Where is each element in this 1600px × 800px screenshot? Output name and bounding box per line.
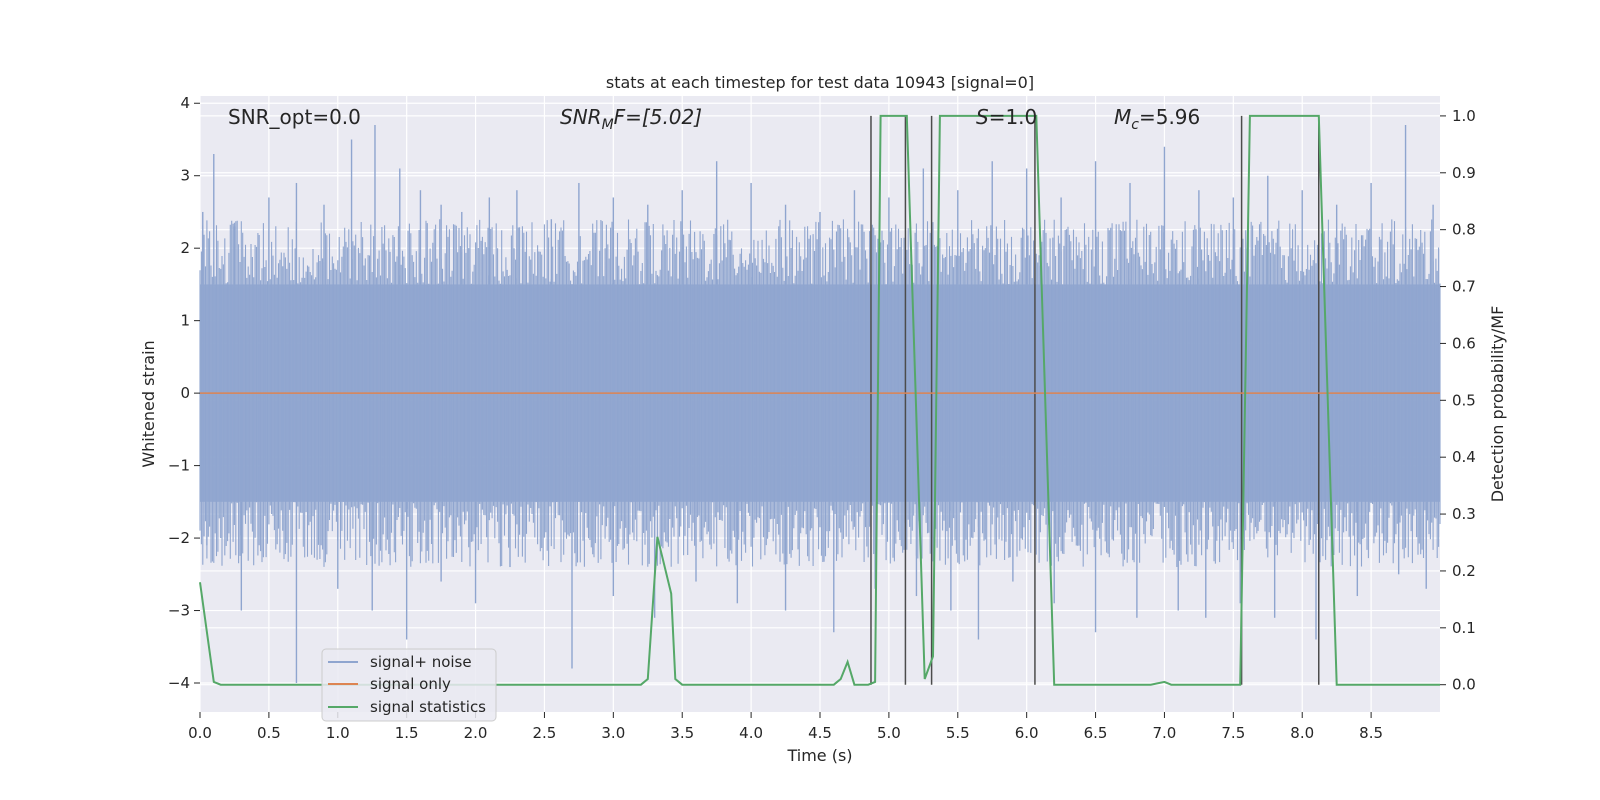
x-tick-label: 4.5 — [808, 724, 832, 742]
signal-statistics-line — [199, 114, 1440, 686]
x-axis-label: Time (s) — [786, 746, 852, 765]
x-tick-label: 1.0 — [326, 724, 350, 742]
legend-label-signal-noise: signal+ noise — [370, 653, 472, 671]
y-tick-label: 3 — [180, 167, 190, 185]
y-tick-label: −3 — [168, 602, 190, 620]
x-tick-label: 0.5 — [257, 724, 281, 742]
y-right-tick-label: 0.2 — [1452, 562, 1476, 580]
legend-label-signal-statistics: signal statistics — [370, 698, 486, 716]
y-axis-right-label: Detection probability/MF — [1488, 306, 1507, 503]
y-tick-label: 0 — [180, 384, 190, 402]
annotation-snr-mf: SNRMF=[5.02] — [560, 105, 702, 133]
y-axis-ticks: 4 3 2 1 0 −1 −2 −3 −4 — [168, 94, 200, 692]
noise-line — [199, 219, 1441, 567]
x-tick-label: 2.5 — [533, 724, 557, 742]
x-tick-label: 0.0 — [188, 724, 212, 742]
y-tick-label: −4 — [168, 674, 190, 692]
y-right-tick-label: 1.0 — [1452, 107, 1476, 125]
y-right-tick-label: 0.6 — [1452, 334, 1476, 352]
y-tick-label: 4 — [180, 94, 190, 112]
y-right-tick-label: 0.8 — [1452, 221, 1476, 239]
legend: signal+ noise signal only signal statist… — [321, 648, 497, 722]
y-axis-label: Whitened strain — [139, 340, 158, 467]
x-tick-label: 3.5 — [670, 724, 694, 742]
x-tick-label: 1.5 — [395, 724, 419, 742]
x-tick-label: 6.0 — [1015, 724, 1039, 742]
legend-label-signal-only: signal only — [370, 675, 451, 693]
y-tick-label: 1 — [180, 312, 190, 330]
y-tick-label: −2 — [168, 529, 190, 547]
x-tick-label: 5.5 — [946, 724, 970, 742]
annotation-mc: Mc=5.96 — [1114, 105, 1200, 133]
x-tick-label: 8.0 — [1290, 724, 1314, 742]
y-right-tick-label: 0.1 — [1452, 619, 1476, 637]
y-tick-label: 2 — [180, 239, 190, 257]
x-tick-label: 8.5 — [1359, 724, 1383, 742]
y-right-tick-label: 0.9 — [1452, 164, 1476, 182]
x-tick-label: 7.5 — [1221, 724, 1245, 742]
legend-box — [321, 648, 497, 722]
y-right-tick-label: 0.5 — [1452, 391, 1476, 409]
x-tick-label: 4.0 — [739, 724, 763, 742]
chart-title: stats at each timestep for test data 109… — [606, 73, 1034, 92]
x-tick-label: 3.0 — [601, 724, 625, 742]
x-axis-ticks: 0.0 0.5 1.0 1.5 2.0 2.5 3.0 3.5 4.0 4.5 5.0 5.5 6.0 6… — [188, 712, 1383, 742]
annotation-snr-opt: SNR_opt=0.0 — [228, 105, 361, 129]
y-right-tick-label: 0.0 — [1452, 676, 1476, 694]
annotation-s: S=1.0 — [976, 105, 1037, 129]
x-tick-label: 5.0 — [877, 724, 901, 742]
x-tick-label: 2.0 — [464, 724, 488, 742]
y-axis-right-ticks: 1.0 0.9 0.8 0.7 0.6 0.5 0.4 0.3 0.2 0.1 0.0 — [1440, 107, 1476, 694]
y-right-tick-label: 0.3 — [1452, 505, 1476, 523]
y-right-tick-label: 0.7 — [1452, 278, 1476, 296]
x-tick-label: 6.5 — [1084, 724, 1108, 742]
signal-statistics-trace — [199, 114, 1440, 686]
x-tick-label: 7.0 — [1153, 724, 1177, 742]
y-right-tick-label: 0.4 — [1452, 448, 1476, 466]
y-tick-label: −1 — [168, 457, 190, 475]
